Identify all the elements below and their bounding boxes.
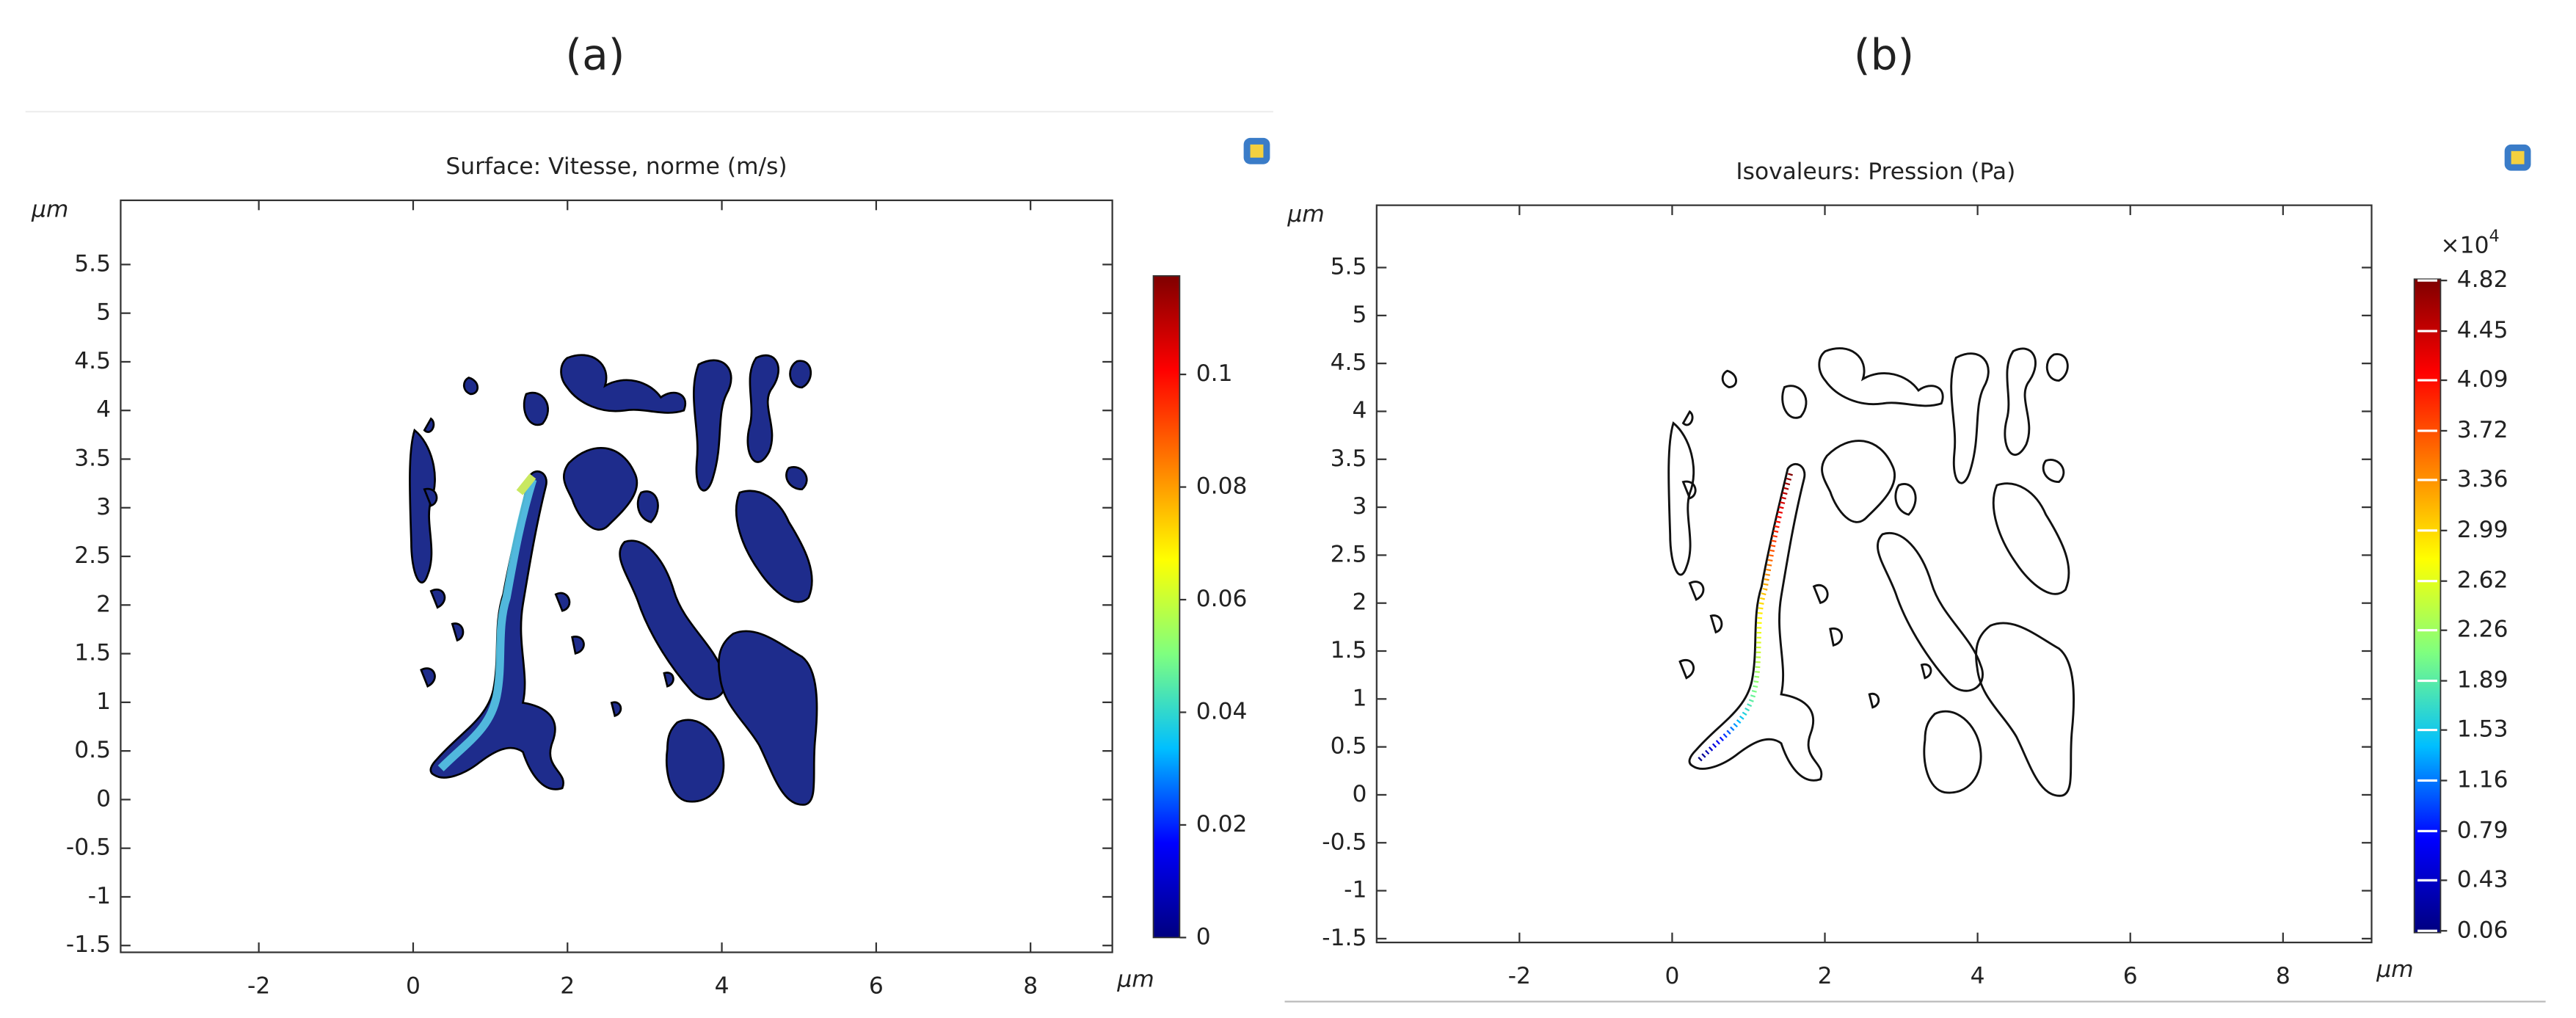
- colorbar-tick-label: 0.1: [1196, 360, 1233, 387]
- contour-field: [1667, 347, 2075, 797]
- multiplier-base: ×10: [2440, 233, 2489, 259]
- y-tick-label: -0.5: [1322, 829, 1367, 855]
- plot-title: Isovaleurs: Pression (Pa): [1736, 159, 2015, 185]
- y-tick-label: 4.5: [74, 348, 111, 374]
- x-tick-label: 6: [2123, 963, 2138, 989]
- colorbar: [1152, 275, 1181, 939]
- x-tick-label: 0: [1664, 963, 1679, 989]
- panel-label: (a): [565, 29, 625, 79]
- y-tick-label: -1: [1344, 877, 1367, 904]
- y-tick-label: 4.5: [1331, 349, 1367, 376]
- colorbar: [2413, 278, 2442, 934]
- y-tick-label: -1.5: [1322, 925, 1367, 951]
- colorbar-tick-label: 0.04: [1196, 698, 1248, 724]
- x-tick-label: 0: [406, 972, 421, 999]
- y-tick-label: 3.5: [74, 446, 111, 472]
- icon: [1243, 137, 2531, 171]
- x-tick-label: -2: [247, 972, 270, 999]
- surface-field: [409, 354, 818, 806]
- y-tick-label: 5.5: [1331, 254, 1367, 280]
- multiplier-exponent: 4: [2489, 227, 2500, 246]
- colorbar-tick-label: 0.79: [2457, 817, 2508, 843]
- y-tick-label: -1.5: [66, 931, 111, 958]
- colorbar-tick-label: 4.45: [2457, 317, 2508, 343]
- colorbar-tick-label: 3.72: [2457, 417, 2508, 443]
- colorbar-tick-label: 0: [1196, 923, 1211, 950]
- y-tick-label: 0: [1352, 781, 1367, 807]
- y-unit: µm: [1287, 201, 1324, 228]
- y-tick-label: 2.5: [74, 542, 111, 569]
- plot-title: Surface: Vitesse, norme (m/s): [445, 153, 787, 180]
- colorbar-tick-label: 4.82: [2457, 266, 2508, 293]
- x-tick-label: 4: [1971, 963, 1985, 989]
- y-tick-label: 4: [96, 396, 111, 423]
- x-tick-label: 8: [2276, 963, 2291, 989]
- colorbar-tick-label: 2.26: [2457, 617, 2508, 643]
- y-tick-label: 1.5: [1331, 637, 1367, 663]
- x-unit: µm: [1116, 967, 1154, 993]
- y-tick-label: 1.5: [74, 640, 111, 666]
- y-tick-label: 3.5: [1331, 446, 1367, 472]
- x-tick-label: 4: [715, 972, 729, 999]
- y-tick-label: 2: [1352, 589, 1367, 616]
- x-tick-label: 2: [560, 972, 575, 999]
- y-tick-label: 3: [96, 494, 111, 520]
- x-unit: µm: [2376, 956, 2413, 983]
- x-tick-label: 2: [1818, 963, 1833, 989]
- y-tick-label: 5.5: [74, 250, 111, 277]
- x-tick-label: -2: [1508, 963, 1531, 989]
- y-tick-label: 1: [1352, 685, 1367, 711]
- y-tick-label: 1: [96, 688, 111, 715]
- y-tick-label: 2: [96, 591, 111, 617]
- colorbar-tick-label: 1.16: [2457, 766, 2508, 793]
- y-unit: µm: [31, 196, 68, 222]
- plot-frame: [1375, 204, 2373, 944]
- y-tick-label: -1: [88, 883, 111, 909]
- y-tick-label: 3: [1352, 493, 1367, 520]
- y-tick-label: 2.5: [1331, 541, 1367, 567]
- y-tick-label: 0.5: [74, 737, 111, 763]
- colorbar-tick-label: 0.02: [1196, 811, 1248, 837]
- y-tick-label: 5: [96, 299, 111, 326]
- y-tick-label: 0: [96, 785, 111, 812]
- colorbar-multiplier: ×104: [2440, 227, 2499, 259]
- plot-frame: [120, 199, 1113, 953]
- colorbar-tick-label: 1.89: [2457, 667, 2508, 694]
- colorbar-tick-label: 4.09: [2457, 366, 2508, 393]
- colorbar-tick-label: 0.08: [1196, 473, 1248, 500]
- colorbar-tick-label: 2.99: [2457, 517, 2508, 543]
- colorbar-tick-label: 1.53: [2457, 716, 2508, 743]
- colorbar-tick-label: 0.43: [2457, 866, 2508, 892]
- y-tick-label: -0.5: [66, 835, 111, 861]
- x-tick-label: 8: [1023, 972, 1038, 999]
- colorbar-tick-label: 0.06: [1196, 586, 1248, 612]
- panel-label: (b): [1854, 29, 1914, 79]
- y-tick-label: 0.5: [1331, 733, 1367, 760]
- colorbar-tick-label: 0.06: [2457, 917, 2508, 943]
- y-tick-label: 5: [1352, 302, 1367, 328]
- y-tick-label: 4: [1352, 397, 1367, 423]
- colorbar-tick-label: 3.36: [2457, 466, 2508, 492]
- x-tick-label: 6: [869, 972, 884, 999]
- colorbar-tick-label: 2.62: [2457, 567, 2508, 594]
